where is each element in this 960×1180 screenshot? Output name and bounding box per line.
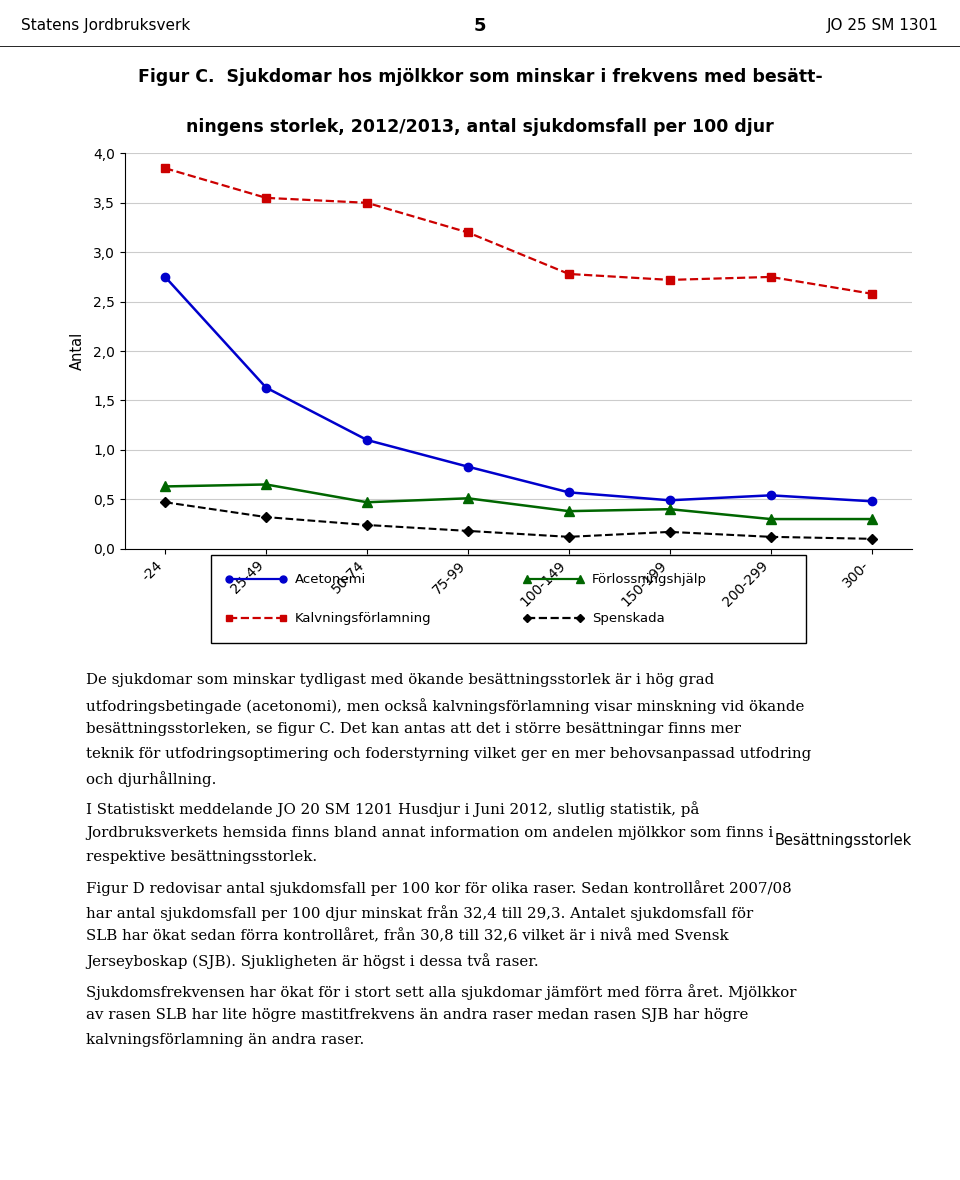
Text: ningens storlek, 2012/2013, antal sjukdomsfall per 100 djur: ningens storlek, 2012/2013, antal sjukdo… [186,118,774,137]
Text: har antal sjukdomsfall per 100 djur minskat från 32,4 till 29,3. Antalet sjukdom: har antal sjukdomsfall per 100 djur mins… [86,905,754,920]
Text: teknik för utfodringsoptimering och foderstyrning vilket ger en mer behovsanpass: teknik för utfodringsoptimering och fode… [86,747,811,761]
Text: SLB har ökat sedan förra kontrollåret, från 30,8 till 32,6 vilket är i nivå med : SLB har ökat sedan förra kontrollåret, f… [86,929,729,944]
Text: Statens Jordbruksverk: Statens Jordbruksverk [21,19,190,33]
Text: 5: 5 [473,17,487,35]
Text: Förlossningshjälp: Förlossningshjälp [592,572,708,586]
Text: Jordbruksverkets hemsida finns bland annat information om andelen mjölkkor som f: Jordbruksverkets hemsida finns bland ann… [86,826,774,840]
Text: och djurhållning.: och djurhållning. [86,771,217,787]
Text: Kalvningsförlamning: Kalvningsförlamning [295,611,431,625]
Text: I Statistiskt meddelande JO 20 SM 1201 Husdjur i Juni 2012, slutlig statistik, p: I Statistiskt meddelande JO 20 SM 1201 H… [86,801,700,818]
Y-axis label: Antal: Antal [70,332,84,371]
Text: Figur D redovisar antal sjukdomsfall per 100 kor för olika raser. Sedan kontroll: Figur D redovisar antal sjukdomsfall per… [86,880,792,897]
Text: respektive besättningsstorlek.: respektive besättningsstorlek. [86,850,318,864]
Text: Figur C.  Sjukdomar hos mjölkkor som minskar i frekvens med besätt-: Figur C. Sjukdomar hos mjölkkor som mins… [137,68,823,86]
Text: Spenskada: Spenskada [592,611,665,625]
Text: Acetonemi: Acetonemi [295,572,366,586]
Text: besättningsstorleken, se figur C. Det kan antas att det i större besättningar fi: besättningsstorleken, se figur C. Det ka… [86,722,741,736]
Text: av rasen SLB har lite högre mastitfrekvens än andra raser medan rasen SJB har hö: av rasen SLB har lite högre mastitfrekve… [86,1009,749,1022]
Text: utfodringsbetingade (acetonomi), men också kalvningsförlamning visar minskning v: utfodringsbetingade (acetonomi), men ock… [86,697,804,714]
Text: De sjukdomar som minskar tydligast med ökande besättningsstorlek är i hög grad: De sjukdomar som minskar tydligast med ö… [86,674,714,688]
Text: Sjukdomsfrekvensen har ökat för i stort sett alla sjukdomar jämfört med förra år: Sjukdomsfrekvensen har ökat för i stort … [86,984,797,999]
Text: JO 25 SM 1301: JO 25 SM 1301 [827,19,939,33]
Text: kalvningsförlamning än andra raser.: kalvningsförlamning än andra raser. [86,1032,365,1047]
Text: Besättningsstorlek: Besättningsstorlek [775,833,912,848]
Text: Jerseyboskap (SJB). Sjukligheten är högst i dessa två raser.: Jerseyboskap (SJB). Sjukligheten är högs… [86,953,539,970]
